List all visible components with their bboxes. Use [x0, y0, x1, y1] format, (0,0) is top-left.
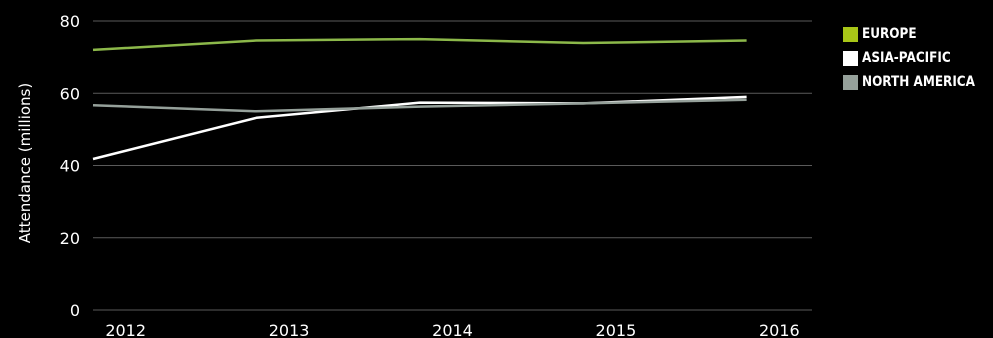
series-lines	[92, 37, 747, 161]
series-line-north-america	[92, 98, 747, 113]
legend-item: ASIA-PACIFIC	[843, 46, 993, 70]
x-tick-label: 2015	[596, 321, 637, 338]
series-line-europe	[92, 37, 747, 52]
x-tick-label: 2013	[269, 321, 310, 338]
legend-item: NORTH AMERICA	[843, 70, 993, 94]
legend-item: EUROPE	[843, 22, 993, 46]
x-tick-label: 2012	[105, 321, 146, 338]
legend-swatch	[843, 26, 858, 42]
y-tick-label: 80	[60, 12, 80, 31]
y-axis-label: Attendance (millions)	[16, 83, 34, 243]
legend: EUROPE ASIA-PACIFIC NORTH AMERICA	[843, 22, 993, 94]
grid-lines	[93, 20, 812, 311]
legend-swatch	[843, 50, 858, 66]
x-axis-ticks: 2012 2013 2014 2015 2016	[105, 321, 799, 338]
legend-label: EUROPE	[862, 26, 917, 42]
y-tick-label: 40	[60, 157, 80, 176]
y-axis-ticks: 0 20 40 60 80	[60, 12, 80, 320]
y-tick-label: 0	[70, 301, 80, 320]
legend-label: NORTH AMERICA	[862, 74, 975, 90]
legend-swatch	[843, 74, 858, 90]
legend-label: ASIA-PACIFIC	[862, 50, 951, 66]
y-tick-label: 20	[60, 229, 80, 248]
x-tick-label: 2014	[432, 321, 473, 338]
x-tick-label: 2016	[759, 321, 800, 338]
y-tick-label: 60	[60, 84, 80, 103]
